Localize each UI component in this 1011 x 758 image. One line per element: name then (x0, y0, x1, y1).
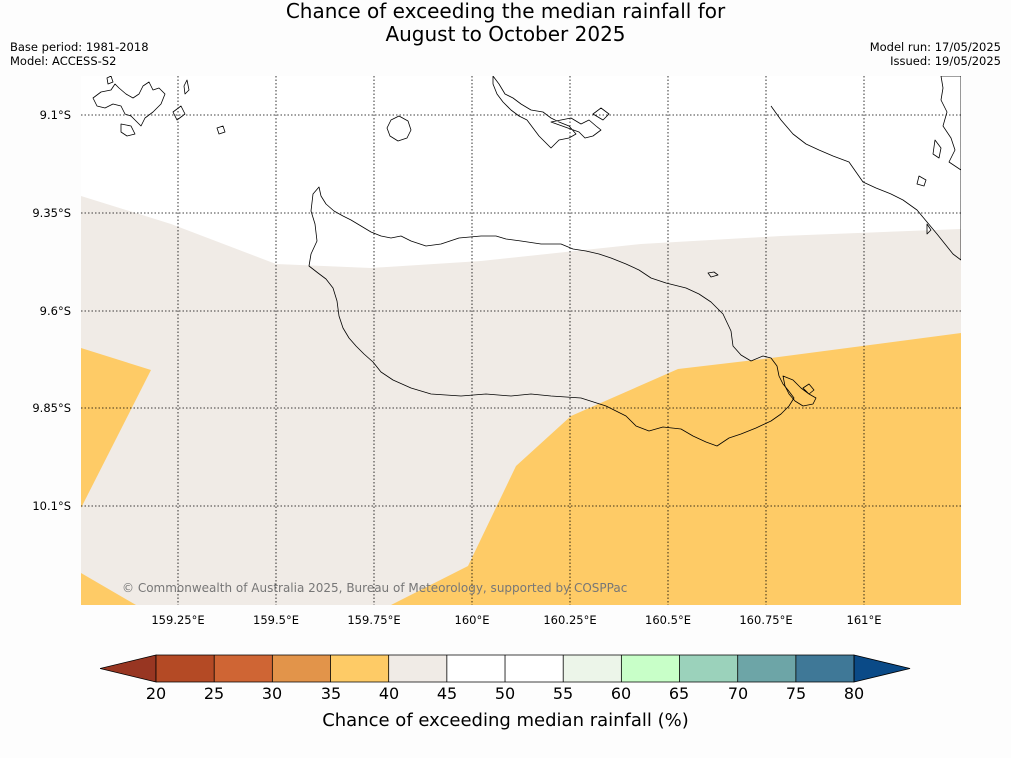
colorbar-bin-35-40 (330, 655, 390, 682)
guadalcanal-coastline (308, 186, 795, 447)
colorbar-tick-80: 80 (843, 684, 865, 703)
colorbar-bin-30-35 (272, 655, 332, 682)
model-run: Model run: 17/05/2025 (869, 40, 1001, 54)
colorbar-bin-25-30 (214, 655, 273, 682)
model-name: Model: ACCESS-S2 (10, 54, 117, 68)
colorbar-bin-20-25 (156, 655, 215, 682)
region-35-40-southwest (81, 573, 136, 605)
lat-label-1: 9.1°S (39, 108, 71, 122)
coastlines (92, 76, 961, 447)
lon-label-3: 159.75°E (347, 613, 401, 627)
colorbar-bin-75-80 (795, 655, 855, 682)
florida-islands-coastline (492, 76, 610, 149)
colorbar-extend-low (99, 654, 157, 683)
colorbar-tick-30: 30 (261, 684, 283, 703)
lon-label-4: 160°E (454, 613, 490, 627)
colorbar-tick-70: 70 (727, 684, 749, 703)
colorbar-tick-35: 35 (320, 684, 342, 703)
colorbar-tick-55: 55 (552, 684, 574, 703)
map-title: Chance of exceeding the median rainfall … (0, 0, 1011, 46)
lon-label-2: 159.5°E (253, 613, 299, 627)
lon-label-5: 160.25°E (543, 613, 597, 627)
meta-right: Model run: 17/05/2025 Issued: 19/05/2025 (870, 40, 1001, 68)
map-svg (81, 76, 961, 605)
lon-label-7: 160.75°E (739, 613, 793, 627)
colorbar-bin-70-75 (737, 655, 797, 682)
colorbar-tick-75: 75 (785, 684, 807, 703)
malaita-coastline (770, 76, 961, 261)
colorbar-bin-45-50 (446, 655, 506, 682)
colorbar (99, 654, 912, 688)
colorbar-bin-55-60 (563, 655, 622, 682)
gridlines (81, 76, 961, 605)
colorbar-tick-45: 45 (436, 684, 458, 703)
issued-date: Issued: 19/05/2025 (890, 54, 1001, 68)
colorbar-tick-20: 20 (145, 684, 167, 703)
region-35-40-west (81, 348, 151, 508)
map-panel: © Commonwealth of Australia 2025, Bureau… (81, 76, 961, 605)
russell-islands-coastline (92, 76, 226, 137)
base-period: Base period: 1981-2018 (10, 40, 149, 54)
colorbar-tick-65: 65 (668, 684, 690, 703)
islet-coastline (707, 271, 719, 278)
title-line-1: Chance of exceeding the median rainfall … (285, 0, 726, 23)
lat-label-4: 9.85°S (32, 401, 71, 415)
savo-coastline (386, 115, 412, 142)
colorbar-tick-60: 60 (610, 684, 632, 703)
lon-label-8: 161°E (846, 613, 882, 627)
region-35-40-southeast (391, 333, 961, 605)
copyright-credit: © Commonwealth of Australia 2025, Bureau… (122, 581, 628, 595)
colorbar-svg (99, 654, 911, 683)
colorbar-tick-50: 50 (494, 684, 516, 703)
lon-label-1: 159.25°E (151, 613, 205, 627)
colorbar-bin-65-70 (679, 655, 739, 682)
colorbar-extend-high (853, 654, 911, 683)
colorbar-tick-25: 25 (203, 684, 225, 703)
marau-islets-coastline (782, 375, 817, 407)
colorbar-label: Chance of exceeding median rainfall (%) (322, 710, 689, 731)
colorbar-bin-50-55 (505, 655, 564, 682)
lat-label-2: 9.35°S (32, 206, 71, 220)
lat-label-3: 9.6°S (39, 304, 71, 318)
lon-label-6: 160.5°E (645, 613, 691, 627)
colorbar-tick-40: 40 (378, 684, 400, 703)
meta-left: Base period: 1981-2018 Model: ACCESS-S2 (10, 40, 149, 68)
colorbar-bin-40-45 (388, 655, 448, 682)
title-line-2: August to October 2025 (385, 22, 626, 46)
lat-label-5: 10.1°S (32, 499, 71, 513)
colorbar-bin-60-65 (621, 655, 681, 682)
